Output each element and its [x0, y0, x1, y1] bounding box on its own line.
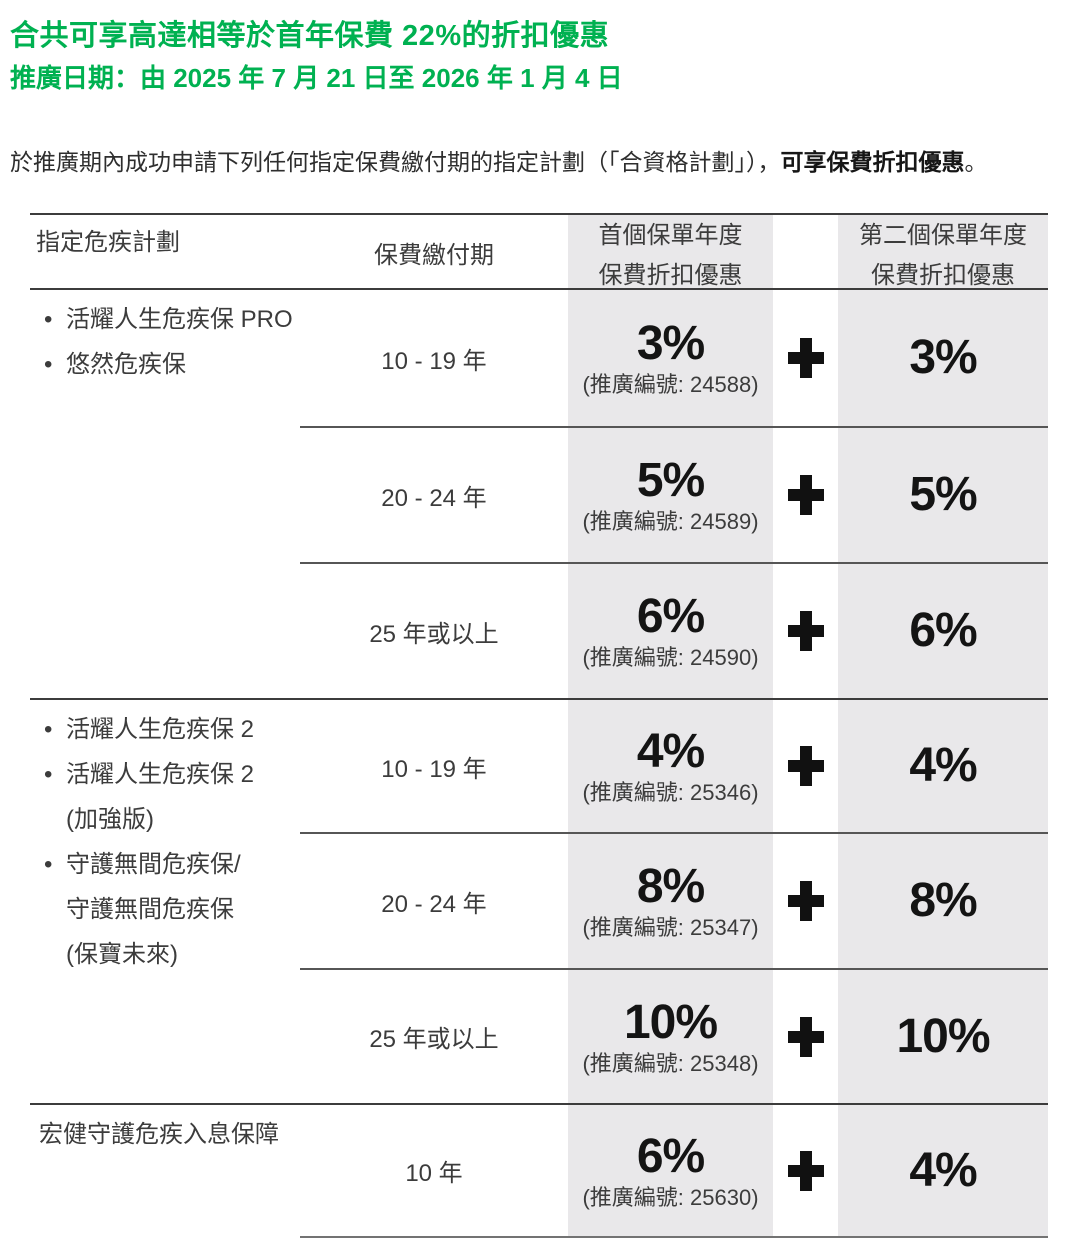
second-year-discount-cell: 5% [838, 426, 1048, 562]
intro-bold: 可享保費折扣優惠 [780, 149, 965, 175]
discount-value: 5% [636, 454, 705, 507]
discount-value: 4% [909, 739, 977, 792]
header-period-column: 保費繳付期 [300, 215, 568, 290]
promo-code: (推廣編號: 25348) [582, 1050, 759, 1076]
plans-table: 指定危疾計劃 保費繳付期 首個保單年度 保費折扣優惠 第二個保單年度 保費折扣優… [30, 213, 1048, 1238]
second-year-discount-cell: 4% [838, 698, 1048, 832]
period-cell: 10 - 19 年 [381, 347, 487, 375]
plan-list-section2: 活耀人生危疾保 2 活耀人生危疾保 2 (加強版) 守護無間危疾保/ 守護無間危… [30, 698, 300, 1103]
plan-item: 活耀人生危疾保 2 [36, 707, 292, 752]
plan-item: 宏健守護危疾入息保障 [39, 1121, 279, 1148]
plan-item: 悠然危疾保 [36, 342, 292, 387]
plus-icon [787, 881, 824, 921]
header-second-year-column: 第二個保單年度 保費折扣優惠 [838, 215, 1048, 290]
plan-item-continuation: 守護無間危疾保 [66, 896, 234, 923]
plan-item: 活耀人生危疾保 PRO [36, 297, 293, 342]
intro-text: 於推廣期內成功申請下列任何指定保費繳付期的指定計劃（「合資格計劃」），可享保費折… [10, 143, 988, 177]
discount-value: 10% [896, 1009, 990, 1063]
period-cell: 20 - 24 年 [300, 832, 568, 968]
plan-item: 活耀人生危疾保 2 [36, 752, 292, 797]
second-year-discount-cell: 4% [838, 1103, 1048, 1238]
header-plan-column: 指定危疾計劃 [30, 215, 300, 290]
second-year-discount-cell: 8% [838, 832, 1048, 968]
promo-code: (推廣編號: 25347) [582, 915, 759, 940]
first-year-discount-cell: 6% (推廣編號: 24590) [568, 562, 773, 698]
plus-cell [773, 290, 838, 426]
period-cell: 25 年或以上 [300, 562, 568, 698]
discount-value: 4% [636, 725, 705, 778]
promo-code: (推廣編號: 24589) [582, 509, 759, 534]
second-year-discount-cell: 3% [838, 290, 1048, 426]
plus-icon [787, 611, 824, 651]
plus-cell [773, 698, 838, 832]
first-year-discount-cell: 8% (推廣編號: 25347) [568, 832, 773, 968]
discount-value: 4% [909, 1143, 977, 1197]
discount-value: 6% [909, 604, 977, 657]
plus-cell [773, 562, 838, 698]
discount-value: 6% [636, 1129, 705, 1183]
period-cell: 25 年或以上 [300, 968, 568, 1103]
plus-cell [773, 832, 838, 968]
period-cell: 10 年 [300, 1103, 568, 1238]
promo-code: (推廣編號: 24590) [582, 645, 759, 670]
discount-value: 3% [636, 317, 705, 370]
header-first-year-column: 首個保單年度 保費折扣優惠 [568, 215, 773, 290]
plan-item: 守護無間危疾保/ [36, 842, 292, 887]
first-year-discount-cell: 4% (推廣編號: 25346) [568, 698, 773, 832]
second-year-discount-cell: 10% [838, 968, 1048, 1103]
plus-cell [773, 968, 838, 1103]
discount-value: 5% [909, 468, 977, 521]
plan-list-section1: 活耀人生危疾保 PRO 悠然危疾保 [30, 290, 300, 698]
header-plus-column [773, 215, 838, 290]
first-year-discount-cell: 10% (推廣編號: 25348) [568, 968, 773, 1103]
plan-list-section3: 宏健守護危疾入息保障 [30, 1103, 300, 1238]
plus-icon [787, 338, 824, 378]
plus-icon [787, 475, 824, 515]
intro-regular: 於推廣期內成功申請下列任何指定保費繳付期的指定計劃（「合資格計劃」）， [10, 149, 781, 175]
plus-cell [773, 426, 838, 562]
discount-value: 8% [909, 874, 977, 927]
promo-period-subtitle: 推廣日期：由 2025 年 7 月 21 日至 2026 年 1 月 4 日 [10, 63, 623, 93]
second-year-discount-cell: 6% [838, 562, 1048, 698]
period-cell: 10 - 19 年 [300, 698, 568, 832]
discount-value: 3% [909, 331, 977, 384]
plan-item-continuation: (保寶未來) [66, 941, 178, 968]
plus-icon [787, 1150, 824, 1191]
discount-value: 6% [636, 590, 705, 643]
plus-cell [773, 1103, 838, 1238]
period-cell: 20 - 24 年 [300, 426, 568, 562]
first-year-discount-cell: 3% (推廣編號: 24588) [568, 290, 773, 426]
plus-icon [787, 1016, 824, 1057]
first-year-discount-cell: 6% (推廣編號: 25630) [568, 1103, 773, 1238]
discount-value: 10% [623, 995, 718, 1049]
intro-period-mark: 。 [964, 149, 988, 175]
promo-code: (推廣編號: 25630) [582, 1184, 759, 1210]
plan-item-continuation: (加強版) [66, 806, 154, 833]
page-title: 合共可享高達相等於首年保費 22%的折扣優惠 [10, 20, 610, 52]
discount-value: 8% [636, 860, 705, 913]
promo-code: (推廣編號: 24588) [582, 372, 759, 397]
promo-code: (推廣編號: 25346) [582, 780, 759, 805]
first-year-discount-cell: 5% (推廣編號: 24589) [568, 426, 773, 562]
plus-icon [787, 746, 824, 786]
